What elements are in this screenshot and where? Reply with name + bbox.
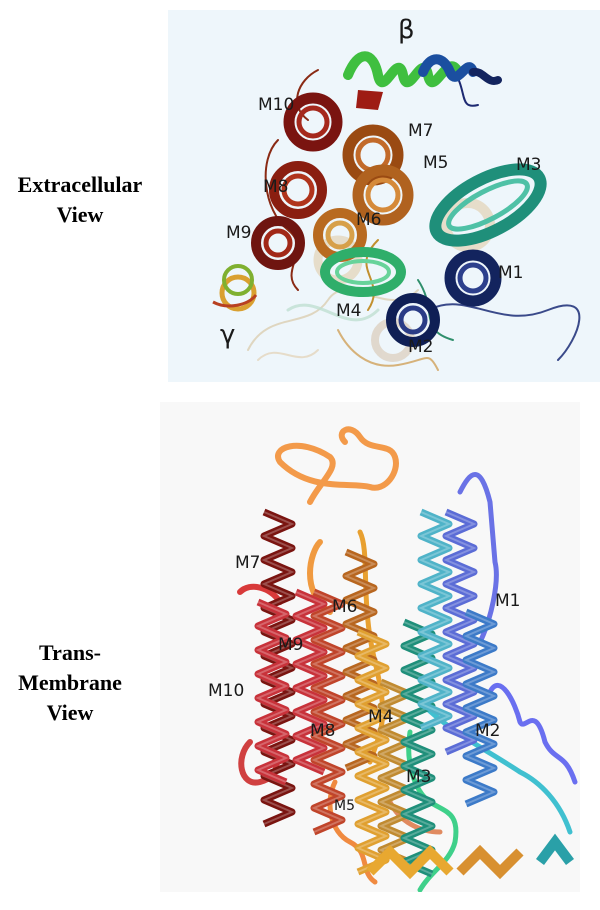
connecting-loops (237, 426, 578, 892)
caption-line-1: Trans- (39, 640, 101, 665)
m8-helix-highlight (311, 591, 345, 833)
extracellular-structure-illustration: β γ M10 M7 M5 M3 M8 M6 M9 M1 M4 M2 (212, 15, 581, 371)
transmembrane-helices (254, 508, 498, 878)
helix-m4 (320, 247, 406, 297)
label-m7: M7 (408, 121, 433, 141)
helix-m10 (283, 92, 343, 152)
label-m8: M8 (310, 721, 335, 741)
m3b-helix (417, 508, 453, 732)
m1-helix (442, 508, 478, 756)
transmembrane-view-caption: Trans- Membrane View (0, 638, 140, 728)
helix-m8 (269, 161, 327, 219)
label-m9: M9 (226, 223, 251, 243)
label-gamma: γ (220, 320, 235, 350)
m5-helix (354, 628, 390, 876)
caption-line-2: Membrane (18, 670, 122, 695)
caption-line-2: View (56, 202, 104, 227)
label-m4: M4 (336, 301, 361, 321)
caption-line-1: Extracellular (17, 172, 143, 197)
m3-helix-highlight (401, 621, 435, 875)
m10-helix (254, 598, 290, 786)
m8-helix (310, 588, 346, 836)
m9-helix (292, 588, 328, 776)
m3b-helix-highlight (418, 511, 452, 729)
transmembrane-structure-illustration: M7 M6 M1 M9 M10 M4 M8 M2 M3 M5 (208, 426, 578, 892)
cytoplasmic-fragments (366, 833, 574, 880)
label-m2: M2 (408, 337, 433, 357)
m10-helix-highlight (255, 601, 289, 783)
label-m3: M3 (406, 767, 431, 787)
red-segment (356, 90, 383, 110)
m9-helix-highlight (293, 591, 327, 773)
m5-helix-highlight (355, 631, 389, 873)
label-m2: M2 (475, 721, 500, 741)
helix-gamma-subunit (212, 264, 258, 312)
label-m7: M7 (235, 553, 260, 573)
helix-beta-subunit (343, 51, 502, 88)
label-m8: M8 (263, 177, 288, 197)
label-m4: M4 (368, 707, 393, 727)
extracellular-view-caption: Extracellular View (0, 170, 160, 230)
helix-m9 (251, 216, 305, 270)
background-loops (247, 69, 581, 371)
m2-helix-highlight (463, 611, 497, 805)
m4-helix-highlight (378, 681, 412, 863)
label-m6: M6 (356, 210, 381, 230)
helix-m3 (429, 163, 547, 247)
extracellular-view-panel: β γ M10 M7 M5 M3 M8 M6 M9 M1 M4 M2 (168, 10, 600, 382)
label-m10: M10 (258, 95, 294, 115)
helix-m2 (386, 293, 440, 347)
label-m5: M5 (423, 153, 448, 173)
m4-helix (377, 678, 413, 866)
transmembrane-view-panel: M7 M6 M1 M9 M10 M4 M8 M2 M3 M5 (160, 402, 580, 892)
m2-helix (462, 608, 498, 808)
helix-m1 (444, 249, 502, 307)
label-m1: M1 (498, 263, 523, 283)
label-m3: M3 (516, 155, 541, 175)
m7-helix-highlight (261, 511, 295, 825)
m1-helix-highlight (443, 511, 477, 753)
label-beta: β (398, 15, 415, 45)
label-m6: M6 (332, 597, 357, 617)
m7-helix (260, 508, 296, 828)
label-m9: M9 (278, 635, 303, 655)
label-m5: M5 (334, 798, 355, 814)
label-m10: M10 (208, 681, 244, 701)
label-m1: M1 (495, 591, 520, 611)
m3-helix (400, 618, 436, 878)
helix-m5 (352, 164, 414, 226)
caption-line-3: View (46, 700, 94, 725)
